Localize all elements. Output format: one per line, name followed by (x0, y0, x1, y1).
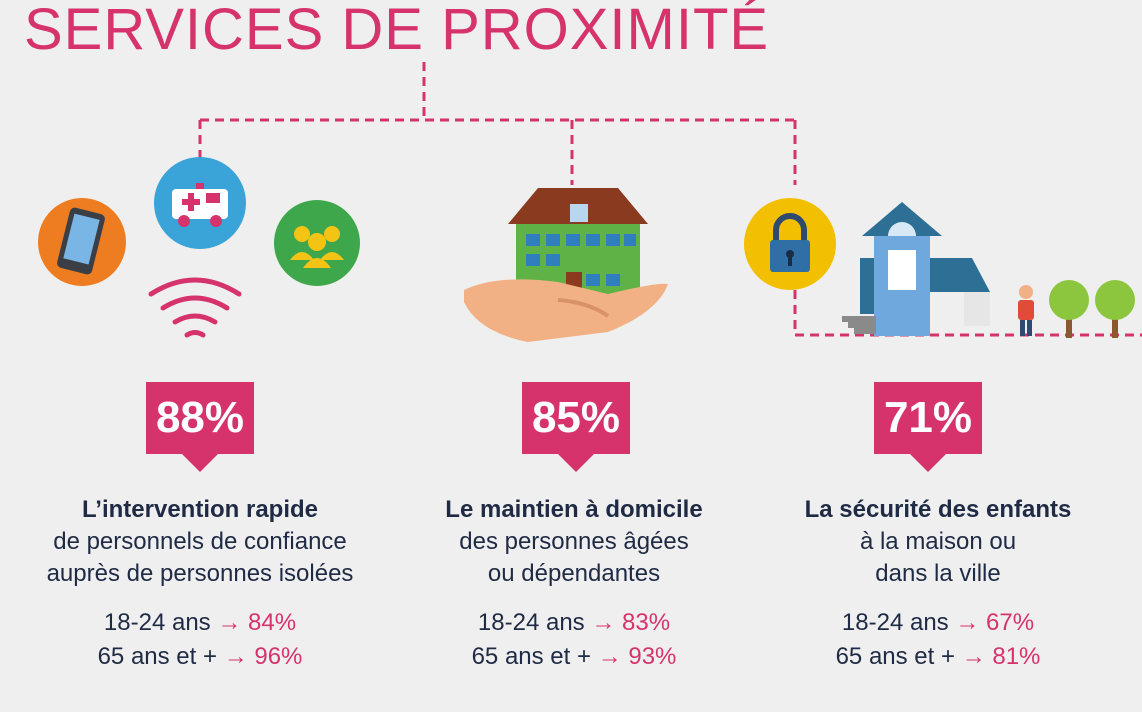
column-line: dans la ville (875, 560, 1001, 587)
ambulance-icon (154, 157, 246, 249)
arrow-right-icon: → (223, 643, 248, 670)
house-in-hand-icon (464, 188, 668, 342)
stats: 18-24 ans → 67% 65 ans et + → 81% (748, 606, 1128, 674)
arrow-right-icon: → (591, 609, 616, 636)
signal-icon (148, 277, 242, 338)
stat-label: 18-24 ans (103, 609, 211, 636)
column-line: des personnes âgées (459, 528, 689, 555)
column-heading: Le maintien à domicile (445, 496, 703, 523)
stats: 18-24 ans → 84% 65 ans et + → 96% (10, 606, 390, 674)
column-line: à la maison ou (859, 528, 1017, 555)
arrow-right-icon: → (217, 609, 242, 636)
column-line: ou dépendantes (487, 560, 661, 587)
house-icon (842, 202, 990, 336)
arrow-right-icon: → (597, 643, 622, 670)
arrow-right-icon: → (955, 609, 980, 636)
stats: 18-24 ans → 83% 65 ans et + → 93% (384, 606, 764, 674)
group-icon (274, 200, 360, 286)
percent-badge-2: 85% (522, 382, 630, 472)
stat-value: 81% (992, 643, 1041, 670)
column-heading: La sécurité des enfants (804, 496, 1072, 523)
column-line: de personnels de confiance (53, 528, 347, 555)
stat-value: 84% (248, 609, 297, 636)
column-heading: L’intervention rapide (81, 496, 319, 523)
padlock-icon (744, 198, 836, 290)
stat-label: 18-24 ans (477, 609, 585, 636)
tree-icon (1049, 280, 1135, 338)
stat-value: 67% (986, 609, 1035, 636)
stat-value: 96% (254, 643, 303, 670)
stat-label: 65 ans et + (471, 643, 592, 670)
column-3: La sécurité des enfants à la maison ou d… (748, 494, 1128, 674)
person-icon (1018, 285, 1034, 336)
arrow-right-icon: → (961, 643, 986, 670)
stat-label: 18-24 ans (841, 609, 949, 636)
percent-badge-1: 88% (146, 382, 254, 472)
page-title: SERVICES DE PROXIMITÉ (24, 0, 770, 62)
stat-value: 83% (622, 609, 671, 636)
percent-badge-3: 71% (874, 382, 982, 472)
stat-label: 65 ans et + (835, 643, 956, 670)
column-1: L’intervention rapide de personnels de c… (10, 494, 390, 674)
phone-icon (38, 198, 126, 286)
column-line: auprès de personnes isolées (46, 560, 354, 587)
column-2: Le maintien à domicile des personnes âgé… (384, 494, 764, 674)
stat-value: 93% (628, 643, 677, 670)
stat-label: 65 ans et + (97, 643, 218, 670)
